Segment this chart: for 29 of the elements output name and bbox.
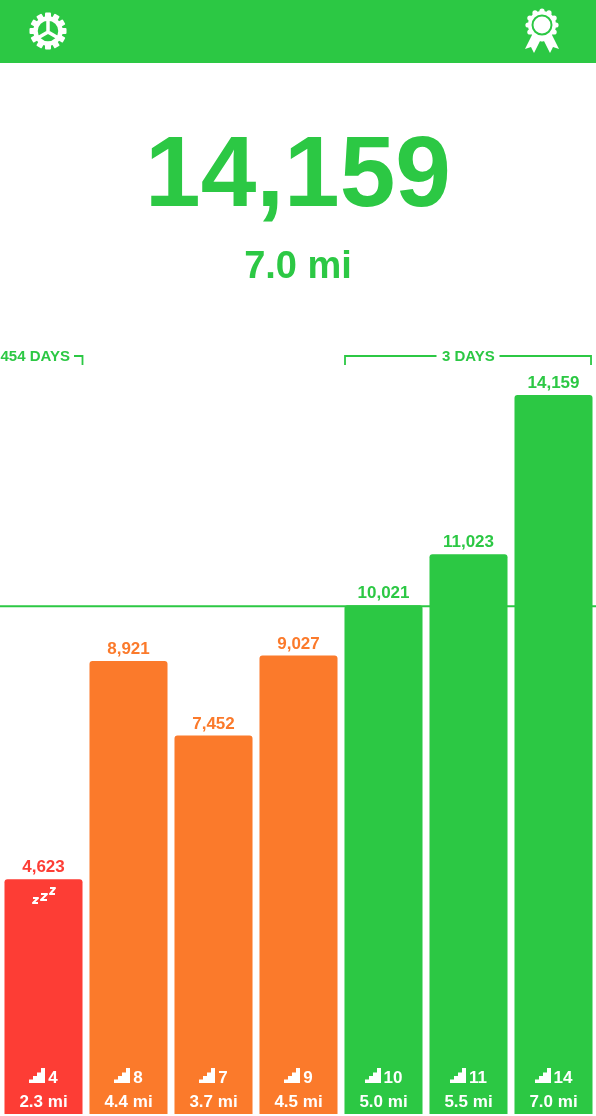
data-label: 11,023 <box>442 532 495 552</box>
x-tick-label: 4.4 mi <box>104 1092 153 1111</box>
chart-title: 14,159 <box>144 115 452 227</box>
annotation: 8 <box>133 1068 143 1087</box>
x-tick-label: 2.3 mi <box>19 1092 68 1111</box>
annotation: 4 <box>48 1068 59 1087</box>
data-label: 9,027 <box>277 633 320 653</box>
data-label: 7,452 <box>192 713 235 733</box>
chart-subtitle: 7.0 mi <box>243 243 353 287</box>
annotation: 9 <box>303 1068 313 1087</box>
data-label: 14,159 <box>527 373 580 392</box>
x-tick-label: 3.7 mi <box>189 1092 238 1111</box>
annotation: 14 <box>553 1068 573 1087</box>
data-label: 4,623 <box>22 857 65 877</box>
annotation: 7 <box>218 1068 228 1087</box>
x-tick-label: 5.5 mi <box>444 1092 493 1111</box>
text: 454 DAYS <box>0 347 70 364</box>
annotation: 10 <box>383 1068 403 1087</box>
bar <box>174 735 253 1114</box>
x-tick-label: 7.0 mi <box>529 1092 578 1111</box>
data-label: 8,921 <box>107 638 150 658</box>
annotation: 11 <box>469 1068 487 1087</box>
bar <box>4 879 83 1114</box>
x-tick-label: 4.5 mi <box>274 1092 323 1111</box>
data-label: 10,021 <box>357 583 410 603</box>
bar <box>89 660 168 1114</box>
text: 3 DAYS <box>442 347 495 364</box>
x-tick-label: 5.0 mi <box>359 1092 408 1111</box>
bar <box>259 655 338 1114</box>
